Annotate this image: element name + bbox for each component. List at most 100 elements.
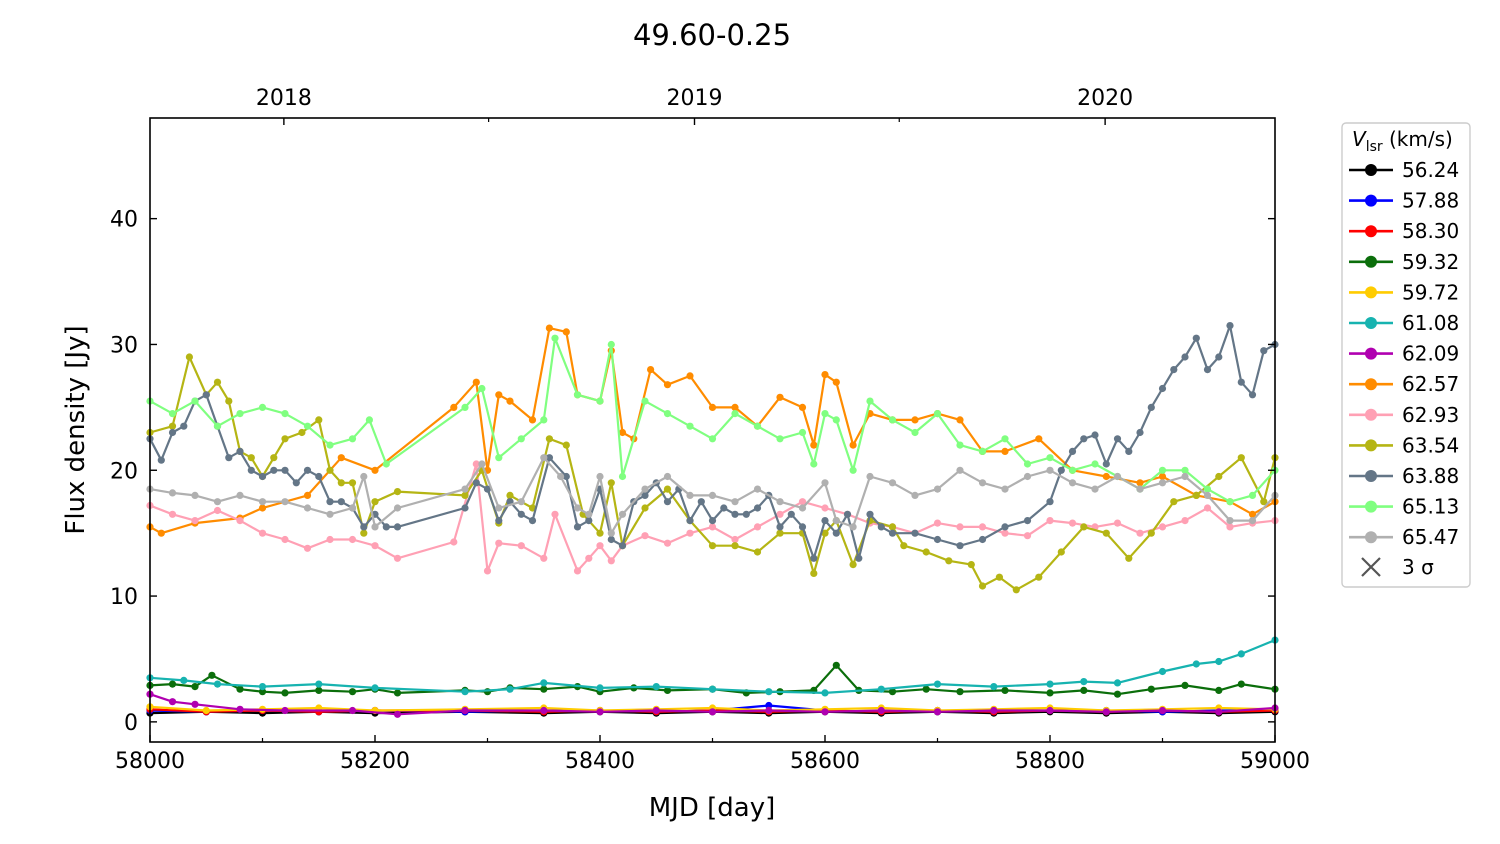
data-point (292, 479, 300, 487)
data-point (810, 569, 818, 578)
data-point (180, 676, 188, 685)
legend-marker (1365, 164, 1377, 176)
data-point (618, 510, 627, 518)
data-point (157, 456, 165, 464)
data-point (483, 688, 492, 696)
data-point (202, 391, 210, 399)
legend-entry-62.57: 62.57 (1349, 372, 1459, 396)
data-point (495, 517, 503, 525)
legend-entry-57.88: 57.88 (1349, 189, 1459, 213)
data-point (663, 498, 672, 506)
data-point (1203, 491, 1212, 499)
data-point (517, 542, 525, 550)
series-line (149, 324, 1276, 560)
data-point (731, 498, 739, 506)
data-point (303, 544, 312, 552)
data-point (956, 416, 964, 424)
data-point (1080, 686, 1088, 695)
data-point (1237, 650, 1245, 658)
legend-label: 65.13 (1402, 495, 1459, 519)
data-point (472, 460, 480, 468)
data-point (1057, 548, 1065, 556)
data-point (1023, 460, 1032, 468)
data-point (1091, 431, 1099, 439)
data-point (1158, 384, 1167, 393)
data-point (821, 689, 829, 697)
data-point (888, 529, 897, 537)
legend-marker (1365, 470, 1377, 482)
data-point (888, 688, 897, 696)
legend-entry-62.93: 62.93 (1349, 403, 1459, 427)
data-point (225, 454, 233, 462)
data-point (326, 466, 334, 474)
data-point (1136, 428, 1144, 437)
data-point (596, 684, 604, 692)
legend-marker (1365, 378, 1377, 391)
data-point (472, 378, 480, 386)
y-tick-label: 20 (110, 459, 138, 484)
data-point (708, 491, 717, 499)
data-point (315, 686, 323, 695)
data-point (393, 504, 402, 512)
data-point (821, 410, 829, 418)
legend-entry-61.08: 61.08 (1349, 311, 1459, 335)
data-point (1215, 708, 1223, 716)
data-point (258, 683, 267, 691)
data-point (236, 447, 244, 455)
data-point (517, 435, 525, 443)
data-point (1170, 366, 1178, 374)
data-point (776, 510, 784, 518)
data-point (663, 472, 672, 481)
data-point (1035, 435, 1043, 443)
data-point (1001, 447, 1009, 455)
data-point (1113, 472, 1122, 481)
data-point (933, 485, 942, 493)
data-point (348, 504, 357, 512)
data-point (573, 567, 582, 575)
data-point (855, 554, 863, 562)
data-point (495, 539, 503, 547)
data-point (1181, 517, 1189, 525)
data-point (337, 479, 345, 487)
data-point (708, 708, 717, 716)
legend-marker (1365, 317, 1377, 329)
data-point (596, 542, 604, 550)
data-point (911, 416, 919, 424)
data-point (1192, 660, 1200, 668)
data-point (1102, 708, 1110, 716)
data-point (663, 539, 672, 547)
data-point (922, 548, 930, 556)
data-point (1125, 447, 1133, 455)
plot-frame (149, 117, 1276, 743)
data-point (933, 519, 942, 527)
data-point (843, 510, 852, 518)
data-point (247, 454, 255, 462)
data-point (495, 504, 503, 512)
legend-entry-59.72: 59.72 (1349, 280, 1459, 304)
data-point (821, 504, 829, 512)
data-point (1136, 479, 1144, 487)
legend-marker (1365, 286, 1377, 299)
data-point (213, 506, 222, 515)
legend-entry-65.13: 65.13 (1349, 495, 1459, 519)
data-point (495, 391, 503, 399)
data-point (303, 504, 312, 512)
data-point (1248, 391, 1257, 399)
data-point (877, 706, 885, 715)
data-point (1046, 454, 1054, 462)
data-point (798, 523, 807, 531)
data-point (562, 328, 570, 336)
data-point (1001, 686, 1009, 695)
top-tick-label: 2018 (256, 86, 312, 111)
data-point (495, 454, 503, 462)
legend-marker (1365, 531, 1377, 544)
data-point (461, 706, 469, 715)
data-point (1057, 466, 1065, 474)
data-point (1001, 435, 1009, 443)
data-point (731, 510, 739, 518)
data-point (1035, 573, 1043, 581)
data-point (393, 689, 402, 697)
data-point (478, 384, 486, 393)
data-point (1170, 498, 1178, 506)
